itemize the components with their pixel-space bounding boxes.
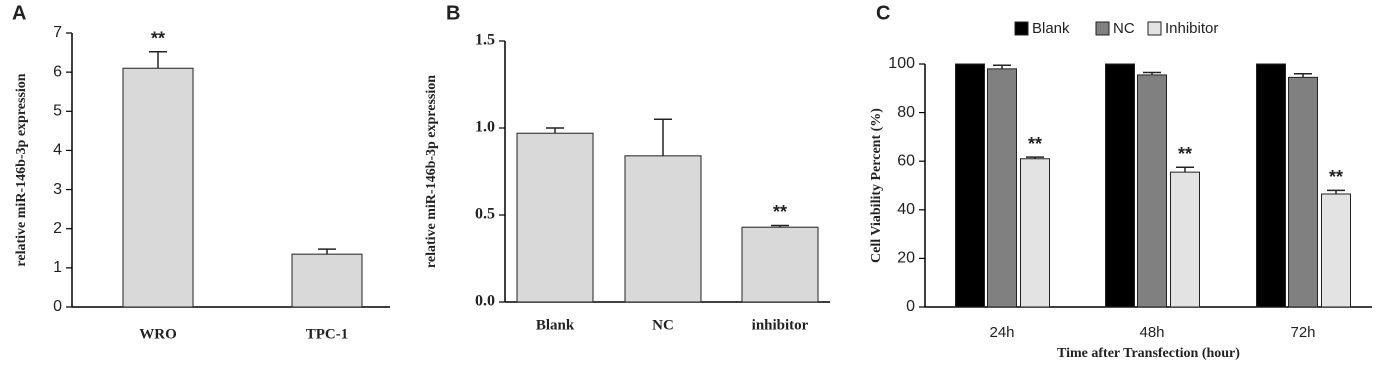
y-tick-label: 5 [53,103,62,120]
y-tick-label: 7 [53,24,62,41]
x-tick-label: WRO [139,326,177,342]
y-tick-label: 40 [897,201,915,218]
y-tick-label: 0.0 [475,293,495,310]
panel-label: B [446,2,460,24]
y-axis-label: relative miR-146b-3p expression [424,75,439,268]
bar [955,63,985,308]
y-axis-label: relative miR-146b-3p expression [14,73,29,266]
bar [291,253,363,308]
bar [1321,193,1351,308]
y-tick-label: 100 [888,55,915,72]
x-tick-label: TPC-1 [306,326,349,342]
legend-label: Blank [1032,20,1070,37]
y-tick-label: 0 [906,298,915,315]
legend-label: Inhibitor [1165,20,1218,37]
legend-swatch [1014,21,1029,36]
bar [1170,171,1200,308]
y-tick-label: 1.0 [475,119,495,136]
x-tick-label: 48h [1139,324,1164,341]
significance-label: ** [1178,144,1192,164]
significance-label: ** [1028,134,1042,154]
bar [624,155,702,303]
bar [987,68,1017,308]
x-tick-label: inhibitor [752,317,809,333]
y-tick-label: 6 [53,63,62,80]
bar [1020,158,1050,308]
bar [122,67,194,308]
legend-swatch [1095,21,1110,36]
y-tick-label: 4 [53,142,62,159]
y-tick-label: 20 [897,250,915,267]
bar [741,226,819,303]
panel-label: C [876,2,890,24]
y-tick-label: 1 [53,259,62,276]
x-tick-label: Blank [536,317,575,333]
y-tick-label: 2 [53,220,62,237]
bar [1105,63,1135,308]
panel-label: A [12,2,26,24]
x-axis-label: Time after Transfection (hour) [1057,346,1240,361]
y-tick-label: 0.5 [475,206,495,223]
legend-label: NC [1113,20,1135,37]
bar [1288,76,1318,308]
significance-label: ** [151,29,165,49]
legend-swatch [1147,21,1162,36]
y-axis-label: Cell Viability Percent (%) [869,108,884,263]
bar [1137,74,1167,308]
y-tick-label: 60 [897,152,915,169]
y-tick-label: 0 [53,298,62,315]
y-tick-label: 3 [53,181,62,198]
y-tick-label: 1.5 [475,32,495,49]
significance-label: ** [773,202,787,222]
x-tick-label: 72h [1290,324,1315,341]
x-tick-label: 24h [989,324,1014,341]
y-tick-label: 80 [897,104,915,121]
bar [1256,63,1286,308]
significance-label: ** [1329,167,1343,187]
bar [516,132,594,303]
x-tick-label: NC [652,317,674,333]
